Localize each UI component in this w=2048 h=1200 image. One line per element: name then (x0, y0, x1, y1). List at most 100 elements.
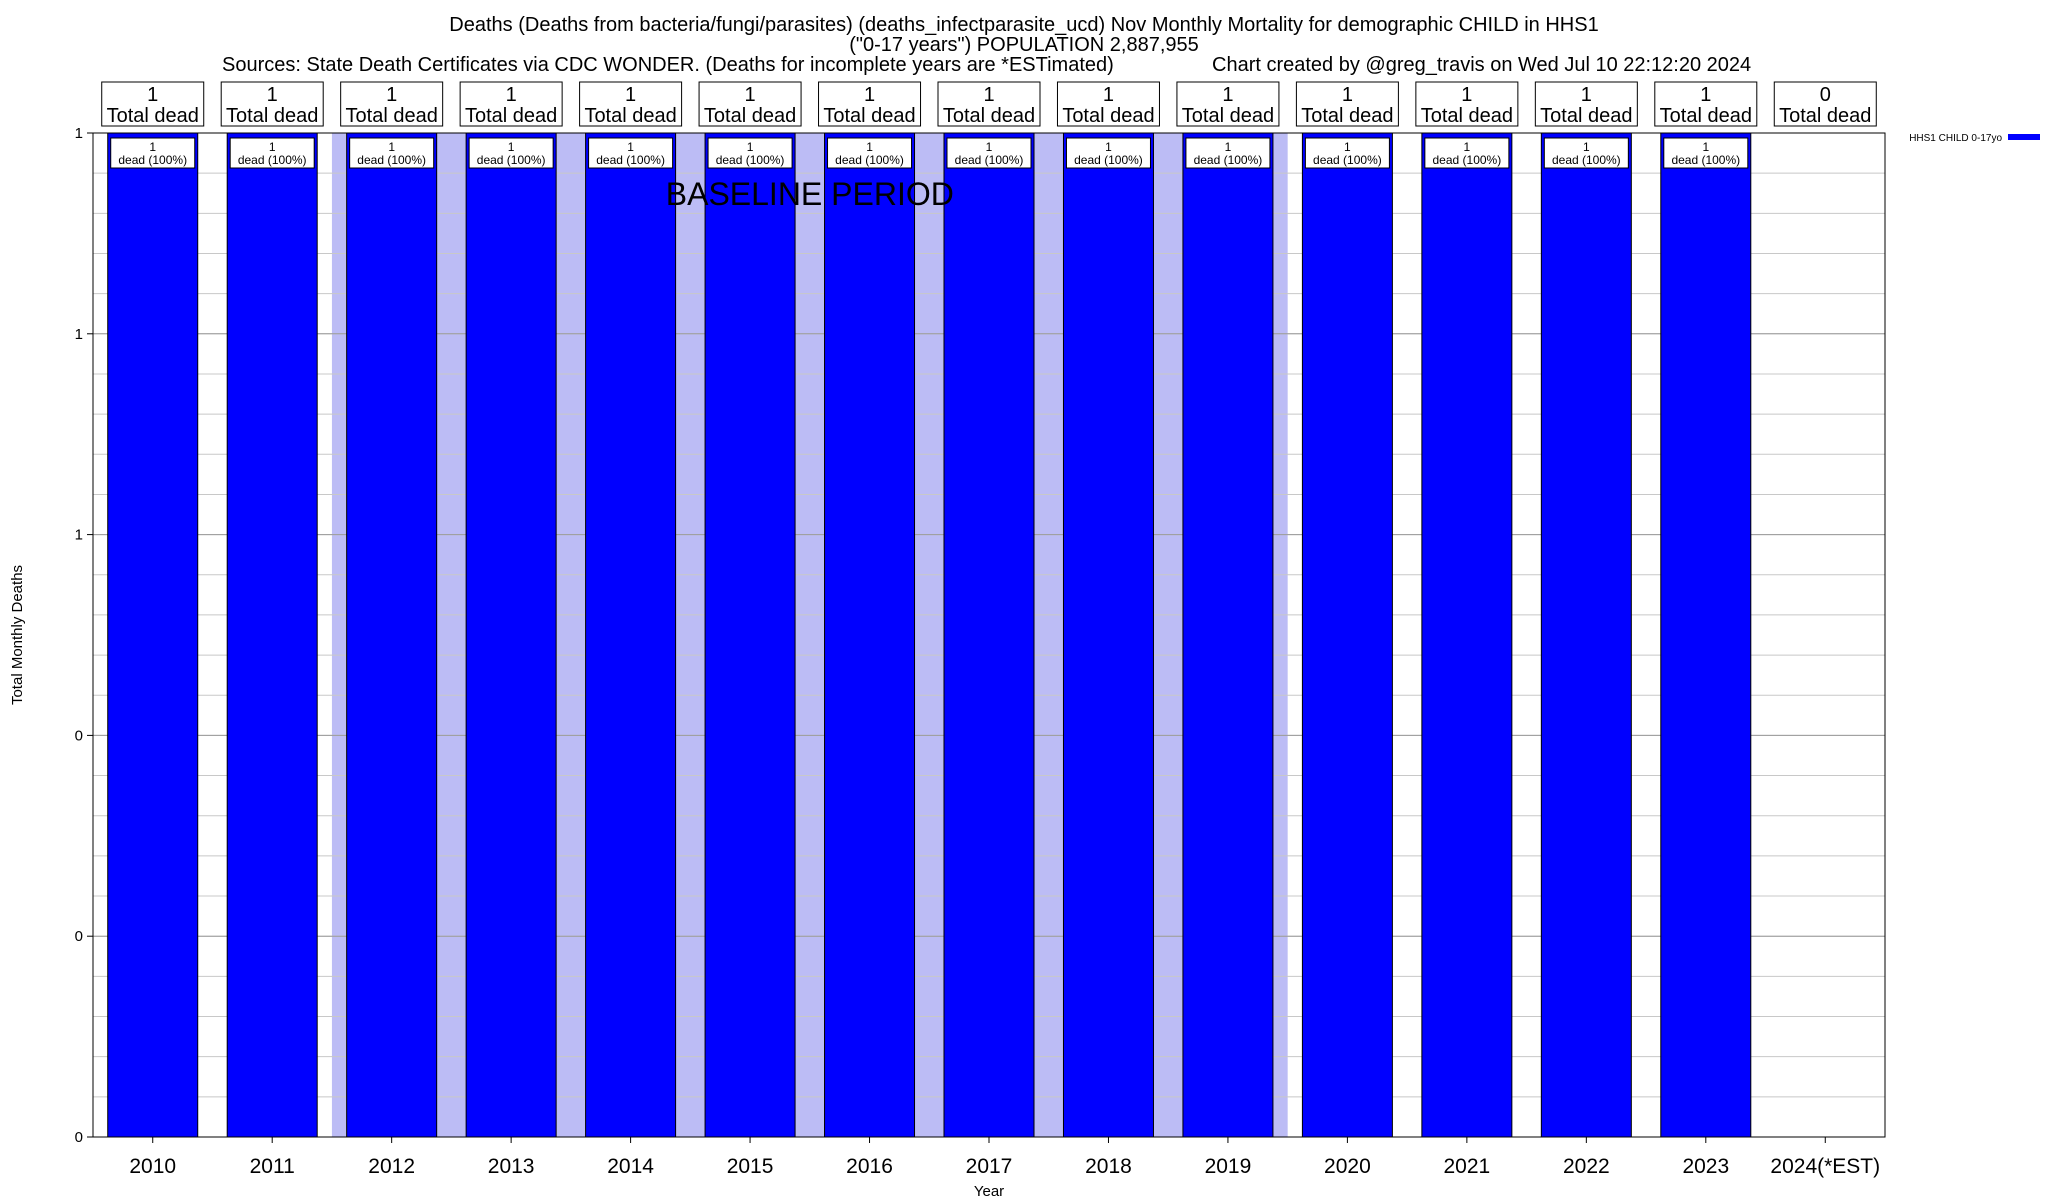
bar-label: dead (100%) (477, 153, 546, 167)
bar-label-box (110, 137, 196, 169)
bar-label: 1 (1464, 140, 1471, 154)
x-tick-label: 2014 (607, 1155, 654, 1178)
y-tick-label: 1 (75, 125, 83, 142)
bar-label: 1 (986, 140, 993, 154)
chart-sources: Sources: State Death Certificates via CD… (222, 54, 1114, 76)
x-axis-title: Year (974, 1183, 1004, 1200)
x-tick-label: 2022 (1563, 1155, 1610, 1178)
x-tick-label: 2010 (129, 1155, 176, 1178)
total-box (459, 81, 563, 127)
chart-credit: Chart created by @greg_travis on Wed Jul… (1212, 54, 1752, 76)
bar-label: dead (100%) (1194, 153, 1263, 167)
bar (465, 132, 557, 1138)
total-caption: Total dead (704, 105, 796, 127)
y-tick-label: 0 (75, 727, 83, 744)
bar-label-box (1543, 137, 1629, 169)
bar-label-box (468, 137, 554, 169)
total-count: 1 (745, 84, 756, 106)
total-count: 1 (1342, 84, 1353, 106)
bar-label: dead (100%) (596, 153, 665, 167)
bar-label: 1 (627, 140, 634, 154)
y-axis-title: Total Monthly Deaths (9, 565, 26, 705)
chart-subtitle: ("0-17 years") POPULATION 2,887,955 (849, 34, 1199, 56)
x-tick-label: 2018 (1085, 1155, 1132, 1178)
total-count: 1 (1700, 84, 1711, 106)
total-box (1534, 81, 1638, 127)
bar-label: dead (100%) (1671, 153, 1740, 167)
bar-label-box (588, 137, 674, 169)
bar-label: 1 (508, 140, 515, 154)
bar (1062, 132, 1154, 1138)
baseline-period-label: BASELINE PERIOD (666, 176, 954, 212)
x-tick-label: 2017 (966, 1155, 1013, 1178)
total-count: 1 (1222, 84, 1233, 106)
total-box (698, 81, 802, 127)
bar-label: 1 (1583, 140, 1590, 154)
bar-label-box (349, 137, 435, 169)
total-count: 1 (1581, 84, 1592, 106)
bar-label: dead (100%) (1433, 153, 1502, 167)
y-tick-label: 1 (75, 527, 83, 544)
total-count: 1 (147, 84, 158, 106)
bar-label: dead (100%) (357, 153, 426, 167)
x-tick-label: 2015 (727, 1155, 774, 1178)
bar (704, 132, 796, 1138)
total-count: 0 (1820, 84, 1831, 106)
total-box (1295, 81, 1399, 127)
total-count: 1 (386, 84, 397, 106)
total-count: 1 (1103, 84, 1114, 106)
bar-label: 1 (1105, 140, 1112, 154)
total-count: 1 (625, 84, 636, 106)
x-tick-label: 2011 (250, 1155, 295, 1178)
bar-label: 1 (1225, 140, 1232, 154)
x-tick-label: 2012 (368, 1155, 415, 1178)
total-caption: Total dead (346, 105, 438, 127)
total-box (1773, 81, 1877, 127)
total-caption: Total dead (1660, 105, 1752, 127)
bar (824, 132, 916, 1138)
total-caption: Total dead (1182, 105, 1274, 127)
bar (107, 132, 199, 1138)
bar-label: dead (100%) (716, 153, 785, 167)
bar (585, 132, 677, 1138)
bar-label-box (827, 137, 913, 169)
x-tick-label: 2021 (1444, 1155, 1491, 1178)
total-caption: Total dead (1421, 105, 1513, 127)
total-caption: Total dead (584, 105, 676, 127)
total-box (1654, 81, 1758, 127)
y-tick-label: 0 (75, 1129, 83, 1146)
y-tick-label: 1 (75, 326, 83, 343)
total-count: 1 (1461, 84, 1472, 106)
bar (346, 132, 438, 1138)
bar-label-box (707, 137, 793, 169)
total-box (579, 81, 683, 127)
bar-label: dead (100%) (835, 153, 904, 167)
total-caption: Total dead (1779, 105, 1871, 127)
bar-label: dead (100%) (1313, 153, 1382, 167)
bar-label-box (1424, 137, 1510, 169)
bar-label: 1 (1702, 140, 1709, 154)
bar-label: 1 (149, 140, 156, 154)
bar-label: dead (100%) (238, 153, 307, 167)
x-tick-label: 2013 (488, 1155, 535, 1178)
x-tick-label: 2016 (846, 1155, 893, 1178)
bar (1301, 132, 1393, 1138)
x-tick-label: 2019 (1205, 1155, 1252, 1178)
total-box (340, 81, 444, 127)
bar-label: 1 (1344, 140, 1351, 154)
total-count: 1 (267, 84, 278, 106)
bar (1182, 132, 1274, 1138)
total-caption: Total dead (1540, 105, 1632, 127)
bar-label-box (946, 137, 1032, 169)
bar (1660, 132, 1752, 1138)
total-count: 1 (506, 84, 517, 106)
total-caption: Total dead (107, 105, 199, 127)
x-tick-label: 2024(*EST) (1770, 1155, 1880, 1178)
bar-label: 1 (269, 140, 276, 154)
total-box (101, 81, 205, 127)
total-count: 1 (864, 84, 875, 106)
bar (943, 132, 1035, 1138)
x-tick-label: 2020 (1324, 1155, 1371, 1178)
bar-label: 1 (388, 140, 395, 154)
